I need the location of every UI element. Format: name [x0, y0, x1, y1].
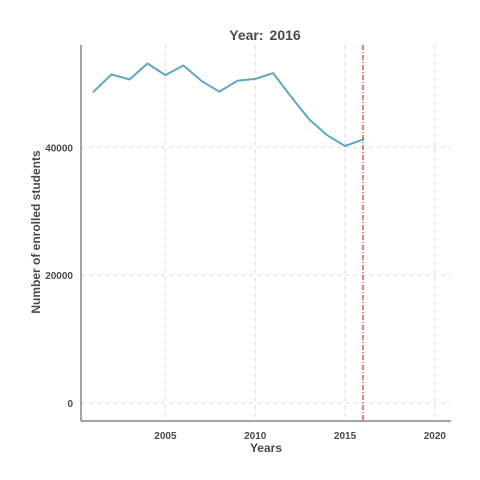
x-tick-label: 2015 — [334, 431, 357, 442]
title-year: 2016 — [270, 27, 301, 43]
x-axis-label: Years — [250, 441, 282, 455]
axes — [80, 45, 451, 422]
grid — [81, 45, 451, 421]
y-axis-label: Number of enrolled students — [29, 150, 43, 314]
y-tick-label: 0 — [67, 399, 73, 410]
series-line — [92, 62, 364, 147]
tick-labels: 2005 2010 2015 2020 0 20000 40000 — [45, 143, 446, 442]
y-tick-label: 40000 — [45, 143, 73, 154]
chart-title: Year: 2016 — [229, 27, 301, 43]
y-tick-label: 20000 — [45, 271, 73, 282]
x-tick-label: 2020 — [424, 431, 447, 442]
x-tick-label: 2005 — [154, 431, 177, 442]
title-prefix: Year: — [229, 27, 263, 43]
series-layer — [92, 62, 364, 147]
x-tick-label: 2010 — [244, 431, 267, 442]
